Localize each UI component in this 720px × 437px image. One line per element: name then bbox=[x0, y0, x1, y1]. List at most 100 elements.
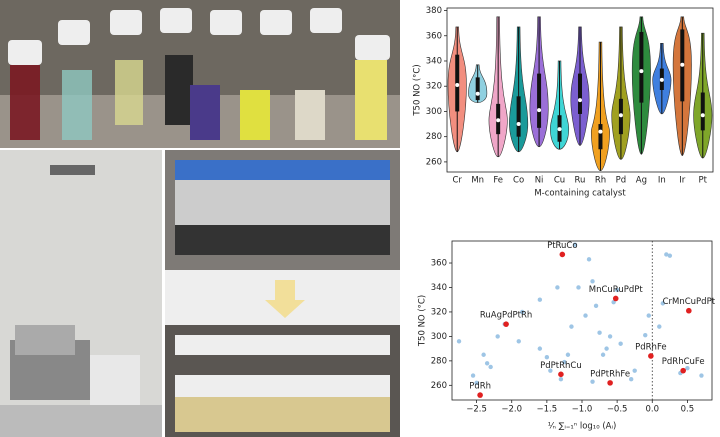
point bbox=[516, 339, 521, 344]
point bbox=[495, 334, 500, 339]
iqr-box bbox=[578, 73, 582, 114]
y-axis-label: T50 NO (°C) bbox=[413, 64, 423, 116]
y-axis-label: T50 NO (°C) bbox=[418, 295, 428, 347]
point-label: PdPtRhFe bbox=[590, 369, 630, 379]
y-tick-label: 340 bbox=[431, 283, 447, 293]
y-tick-label: 320 bbox=[426, 82, 442, 92]
point bbox=[470, 373, 476, 378]
highlight-point bbox=[607, 380, 613, 386]
x-tick-label: Ag bbox=[636, 176, 647, 186]
y-tick-label: 320 bbox=[431, 307, 447, 317]
point-label: PtRuCo bbox=[547, 241, 578, 251]
y-tick-label: 280 bbox=[431, 356, 447, 366]
x-tick-label: Pt bbox=[699, 176, 708, 186]
highlight-point bbox=[680, 367, 686, 374]
y-tick-label: 340 bbox=[426, 56, 442, 66]
point bbox=[604, 346, 609, 351]
point bbox=[699, 373, 704, 378]
median-dot bbox=[537, 108, 542, 113]
median-dot bbox=[455, 82, 460, 87]
point bbox=[643, 332, 648, 338]
median-dot bbox=[680, 62, 685, 67]
median-dot bbox=[700, 113, 705, 118]
point bbox=[537, 297, 543, 302]
point bbox=[548, 368, 553, 373]
x-tick-label: −0.5 bbox=[607, 405, 628, 415]
point bbox=[607, 334, 613, 339]
highlight-point bbox=[686, 307, 692, 314]
x-tick-label: Ni bbox=[535, 176, 544, 186]
x-tick-label: 0.0 bbox=[646, 405, 660, 415]
y-tick-label: 360 bbox=[426, 31, 442, 41]
x-tick-label: −1.5 bbox=[537, 405, 558, 415]
point bbox=[590, 279, 595, 284]
point bbox=[576, 285, 581, 290]
y-tick-label: 260 bbox=[431, 381, 447, 391]
point-label: RuAgPdPtRh bbox=[480, 311, 532, 321]
point bbox=[558, 377, 564, 382]
x-tick-label: Rh bbox=[595, 176, 606, 186]
x-tick-label: −1.0 bbox=[572, 405, 593, 415]
point bbox=[488, 364, 493, 370]
median-dot bbox=[557, 127, 562, 132]
y-tick-label: 380 bbox=[426, 6, 442, 16]
point bbox=[562, 359, 567, 365]
median-dot bbox=[639, 69, 644, 74]
point bbox=[520, 309, 525, 315]
point bbox=[614, 287, 620, 293]
point-label: PdRhCuFe bbox=[662, 357, 705, 367]
x-tick-label: −2.0 bbox=[501, 405, 522, 415]
median-dot bbox=[516, 122, 521, 127]
median-dot bbox=[496, 118, 501, 123]
plot-frame bbox=[446, 7, 714, 173]
x-axis-label: M-containing catalyst bbox=[534, 189, 626, 199]
point bbox=[597, 330, 602, 335]
point bbox=[555, 285, 560, 290]
point bbox=[586, 257, 592, 262]
highlight-point bbox=[648, 353, 654, 359]
iqr-box bbox=[700, 92, 705, 131]
highlight-point bbox=[503, 321, 509, 327]
point bbox=[484, 361, 490, 366]
point bbox=[481, 352, 486, 357]
x-tick-label: In bbox=[658, 176, 666, 186]
point-label: PdRh bbox=[469, 382, 491, 392]
point bbox=[664, 252, 669, 257]
median-dot bbox=[618, 113, 623, 118]
highlight-point bbox=[477, 392, 483, 398]
median-dot bbox=[598, 129, 603, 134]
point bbox=[572, 242, 578, 247]
x-tick-label: Mn bbox=[471, 176, 484, 186]
scatter-chart: 260 280 300 320 340 360 −2.5 −2.0 −1.5 −1.0 −0.5 0.… bbox=[418, 240, 716, 432]
x-tick-label: Pd bbox=[616, 176, 627, 186]
point bbox=[474, 380, 479, 386]
iqr-box bbox=[537, 73, 542, 128]
point bbox=[657, 324, 662, 329]
y-tick-label: 280 bbox=[426, 132, 442, 142]
point bbox=[628, 377, 634, 382]
violin-chart: 260 280 300 320 340 360 380 T50 NO (°C) M-contai… bbox=[413, 6, 714, 199]
point-label: PdRhFe bbox=[635, 342, 666, 352]
x-tick-label: Fe bbox=[493, 176, 503, 186]
point bbox=[685, 366, 690, 371]
point bbox=[537, 346, 543, 351]
median-dot bbox=[475, 91, 480, 96]
point bbox=[544, 354, 550, 360]
point-label: CrMnCuPdPt bbox=[663, 297, 716, 307]
y-tick-label: 260 bbox=[426, 157, 442, 167]
point bbox=[593, 303, 599, 309]
point bbox=[565, 352, 571, 357]
x-tick-label: Co bbox=[513, 176, 524, 186]
iqr-box bbox=[598, 124, 603, 150]
highlight-point bbox=[558, 371, 564, 378]
photo-vials bbox=[0, 0, 400, 148]
median-dot bbox=[578, 98, 582, 103]
y-tick-label: 300 bbox=[426, 107, 442, 117]
y-tick-label: 300 bbox=[431, 332, 447, 342]
point-label: PdPtRhCu bbox=[540, 361, 582, 371]
point bbox=[618, 341, 623, 346]
iqr-box bbox=[516, 96, 521, 137]
point bbox=[590, 379, 595, 384]
point bbox=[456, 339, 462, 344]
